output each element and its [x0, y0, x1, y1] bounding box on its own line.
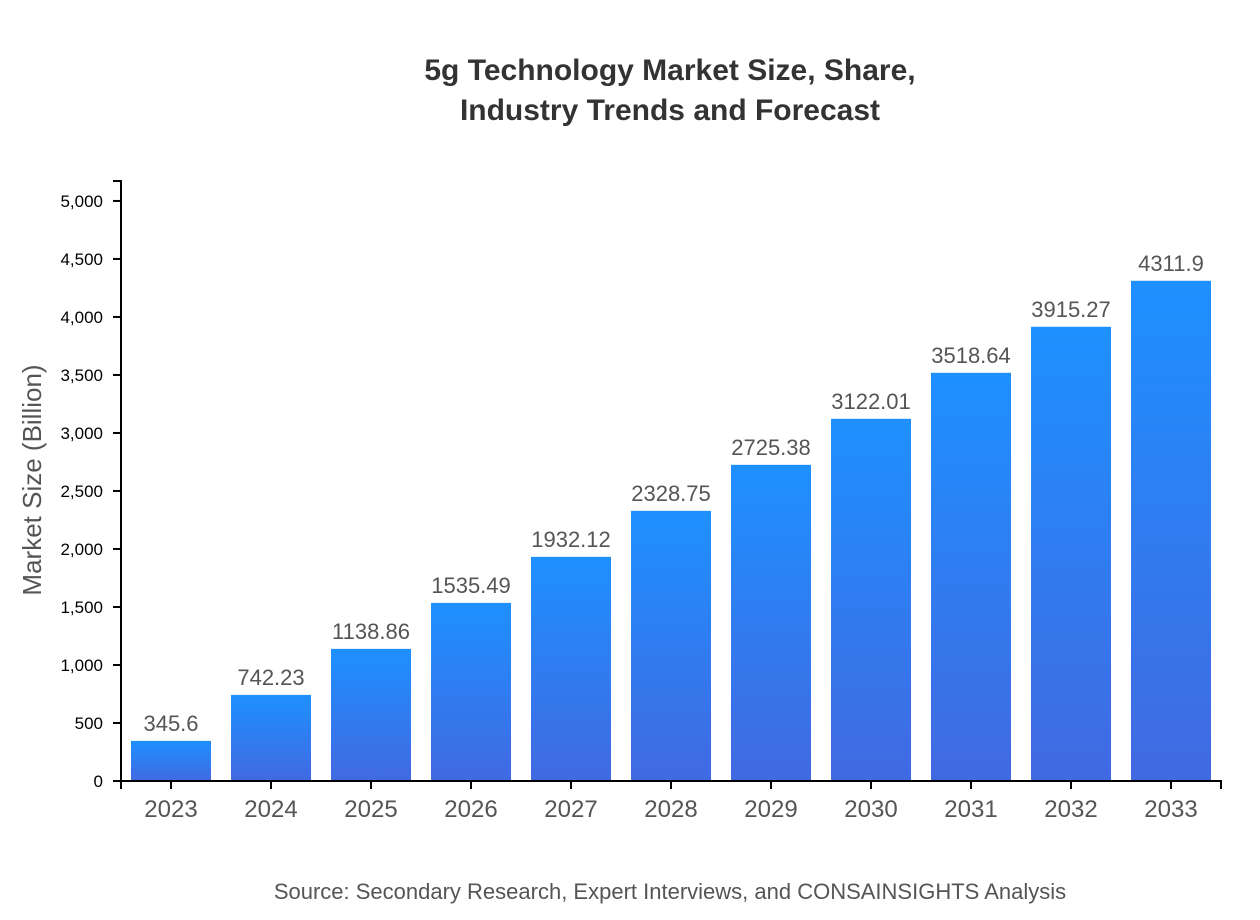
bar-2027: [531, 556, 611, 781]
y-tick-label: 3,000: [60, 424, 103, 443]
x-tick-label-2028: 2028: [644, 796, 697, 823]
x-tick-label-2027: 2027: [544, 796, 597, 823]
data-label-2024: 742.23: [237, 665, 304, 690]
y-tick-label: 2,000: [60, 540, 103, 559]
x-tick-label-2023: 2023: [144, 796, 197, 823]
y-tick-label: 1,000: [60, 656, 103, 675]
bar-2031: [931, 372, 1011, 781]
chart-title-line-1: 5g Technology Market Size, Share,: [424, 54, 915, 87]
bar-2023: [131, 740, 211, 781]
source-note: Source: Secondary Research, Expert Inter…: [274, 879, 1066, 904]
x-tick-label-2024: 2024: [244, 796, 297, 823]
data-label-2023: 345.6: [143, 711, 198, 736]
data-label-2029: 2725.38: [731, 435, 811, 460]
bar-2032: [1031, 326, 1111, 781]
y-tick-label: 4,000: [60, 308, 103, 327]
x-tick-label-2032: 2032: [1044, 796, 1097, 823]
data-label-2031: 3518.64: [931, 343, 1011, 368]
chart-title-line-2: Industry Trends and Forecast: [460, 94, 880, 127]
y-tick-label: 2,500: [60, 482, 103, 501]
y-tick-label: 3,500: [60, 366, 103, 385]
bar-2033: [1131, 280, 1211, 781]
y-tick-label: 0: [94, 772, 103, 791]
y-tick-label: 4,500: [60, 250, 103, 269]
bar-2028: [631, 510, 711, 781]
axes-group: 2023 2024 2025 2026 2027 2028 2029 2030 2031 2032…: [60, 180, 1222, 823]
x-tick-label-2030: 2030: [844, 796, 897, 823]
data-label-2032: 3915.27: [1031, 297, 1111, 322]
x-tick-label-2029: 2029: [744, 796, 797, 823]
data-label-2028: 2328.75: [631, 481, 711, 506]
x-tick-label-2033: 2033: [1144, 796, 1197, 823]
y-axis-line: [113, 180, 122, 782]
x-axis-line: [120, 780, 1222, 789]
y-tick-label: 500: [75, 714, 103, 733]
y-axis-label: Market Size (Billion): [17, 364, 47, 595]
bar-2025: [331, 648, 411, 781]
bars-group: 345.6 742.23 1138.86 1535.49 1932.12 2328.75 2…: [131, 251, 1211, 781]
y-tick-label: 1,500: [60, 598, 103, 617]
x-tick-label-2031: 2031: [944, 796, 997, 823]
data-label-2026: 1535.49: [431, 573, 511, 598]
data-label-2033: 4311.9: [1138, 251, 1204, 276]
data-label-2025: 1138.86: [332, 619, 410, 644]
data-label-2027: 1932.12: [531, 527, 611, 552]
x-tick-label-2026: 2026: [444, 796, 497, 823]
bar-2024: [231, 694, 311, 781]
y-tick-label: 5,000: [60, 192, 103, 211]
x-tick-label-2025: 2025: [344, 796, 397, 823]
bar-2030: [831, 418, 911, 781]
bar-2029: [731, 464, 811, 781]
bar-2026: [431, 602, 511, 781]
data-label-2030: 3122.01: [831, 389, 911, 414]
